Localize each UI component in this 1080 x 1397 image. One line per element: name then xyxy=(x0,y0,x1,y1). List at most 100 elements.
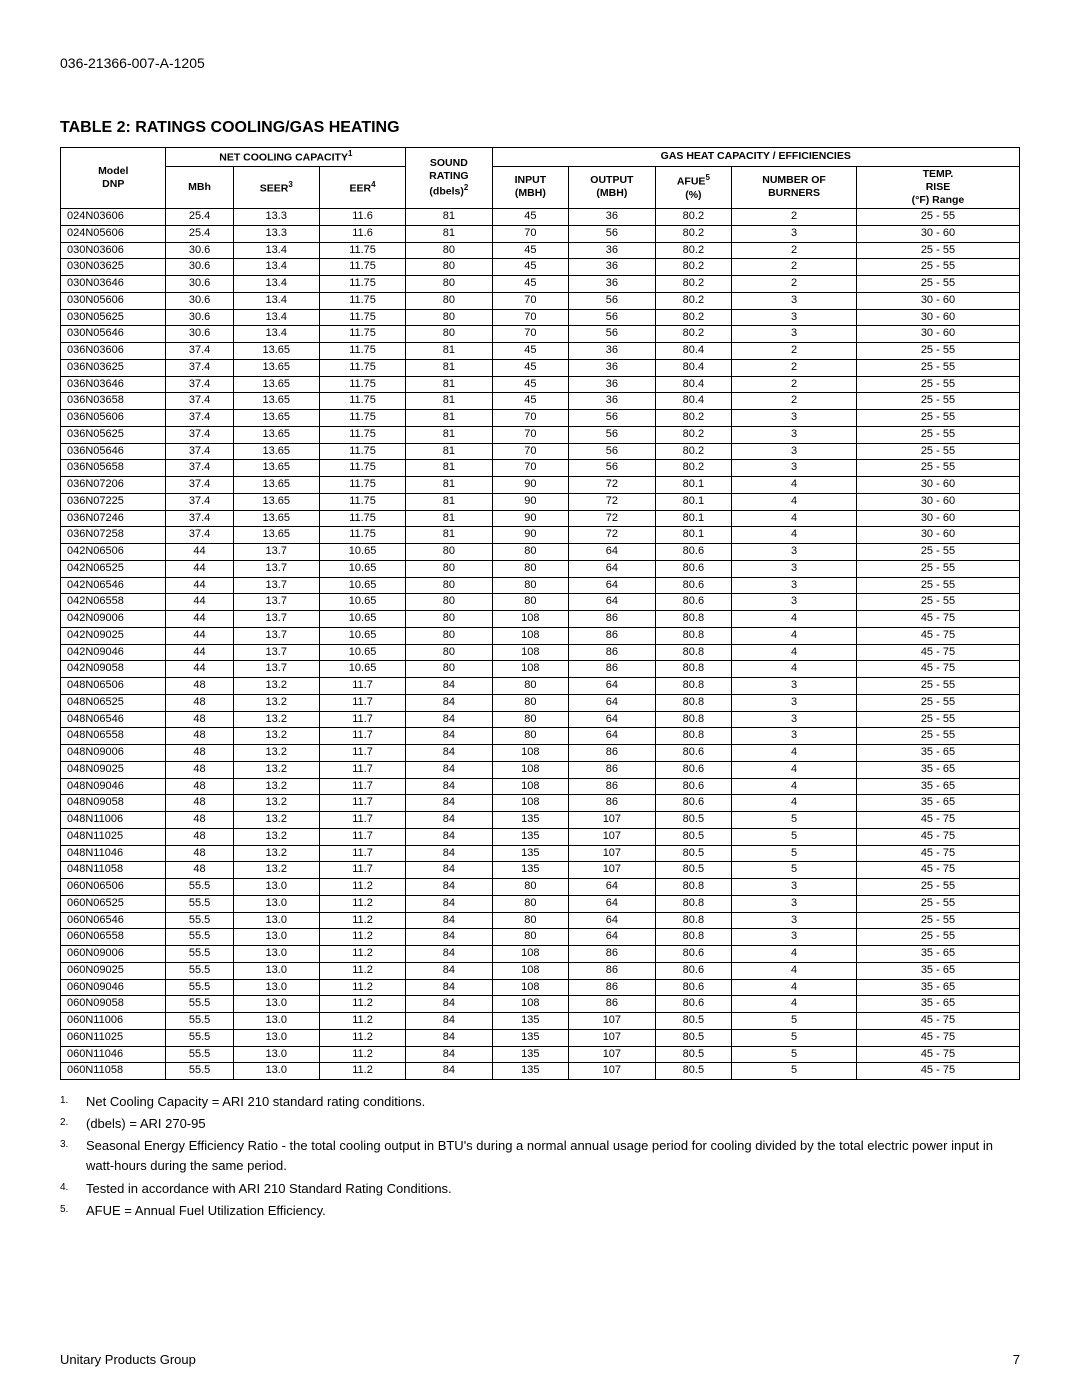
table-cell: 84 xyxy=(406,795,492,812)
table-cell: 80.8 xyxy=(655,879,732,896)
table-cell: 25 - 55 xyxy=(856,728,1019,745)
table-cell: 4 xyxy=(732,477,857,494)
table-cell: 84 xyxy=(406,996,492,1013)
table-cell: 86 xyxy=(569,996,655,1013)
table-cell: 45 - 75 xyxy=(856,1013,1019,1030)
table-row: 030N0362530.613.411.7580453680.2225 - 55 xyxy=(61,259,1020,276)
table-cell: 84 xyxy=(406,979,492,996)
table-cell: 72 xyxy=(569,493,655,510)
table-cell: 2 xyxy=(732,376,857,393)
table-cell: 70 xyxy=(492,225,569,242)
table-cell: 48 xyxy=(166,812,233,829)
table-cell: 56 xyxy=(569,426,655,443)
table-cell: 2 xyxy=(732,393,857,410)
table-cell: 36 xyxy=(569,393,655,410)
table-cell: 37.4 xyxy=(166,393,233,410)
table-cell: 030N05646 xyxy=(61,326,166,343)
table-cell: 030N05606 xyxy=(61,292,166,309)
table-cell: 80.6 xyxy=(655,778,732,795)
table-cell: 81 xyxy=(406,410,492,427)
table-cell: 80 xyxy=(406,276,492,293)
table-cell: 84 xyxy=(406,761,492,778)
table-cell: 37.4 xyxy=(166,493,233,510)
table-cell: 25 - 55 xyxy=(856,259,1019,276)
table-cell: 13.0 xyxy=(233,879,319,896)
table-row: 036N0725837.413.6511.7581907280.1430 - 6… xyxy=(61,527,1020,544)
table-cell: 35 - 65 xyxy=(856,778,1019,795)
table-cell: 80 xyxy=(492,560,569,577)
table-cell: 25.4 xyxy=(166,225,233,242)
table-cell: 036N05646 xyxy=(61,443,166,460)
table-cell: 64 xyxy=(569,544,655,561)
table-cell: 13.7 xyxy=(233,544,319,561)
table-cell: 11.2 xyxy=(319,1063,405,1080)
table-cell: 37.4 xyxy=(166,527,233,544)
table-cell: 36 xyxy=(569,209,655,226)
table-cell: 56 xyxy=(569,443,655,460)
col-burners: Number of Burners xyxy=(732,166,857,208)
table-cell: 4 xyxy=(732,996,857,1013)
table-cell: 108 xyxy=(492,996,569,1013)
table-cell: 35 - 65 xyxy=(856,745,1019,762)
table-cell: 135 xyxy=(492,1046,569,1063)
table-cell: 81 xyxy=(406,527,492,544)
table-cell: 45 - 75 xyxy=(856,1063,1019,1080)
table-cell: 70 xyxy=(492,292,569,309)
table-cell: 84 xyxy=(406,1046,492,1063)
table-cell: 5 xyxy=(732,828,857,845)
table-cell: 4 xyxy=(732,644,857,661)
table-cell: 25 - 55 xyxy=(856,359,1019,376)
footnote-num: 4. xyxy=(60,1179,86,1199)
table-cell: 107 xyxy=(569,828,655,845)
table-cell: 108 xyxy=(492,627,569,644)
table-cell: 107 xyxy=(569,1029,655,1046)
table-cell: 80.1 xyxy=(655,493,732,510)
footnote-text: AFUE = Annual Fuel Utilization Efficienc… xyxy=(86,1201,1020,1221)
table-cell: 5 xyxy=(732,1013,857,1030)
table-cell: 13.4 xyxy=(233,242,319,259)
footnote: 3.Seasonal Energy Efficiency Ratio - the… xyxy=(60,1136,1020,1176)
table-cell: 3 xyxy=(732,560,857,577)
table-cell: 64 xyxy=(569,728,655,745)
table-cell: 80.6 xyxy=(655,979,732,996)
table-row: 036N0720637.413.6511.7581907280.1430 - 6… xyxy=(61,477,1020,494)
table-cell: 3 xyxy=(732,426,857,443)
table-cell: 5 xyxy=(732,1029,857,1046)
table-cell: 36 xyxy=(569,376,655,393)
table-row: 060N0900655.513.011.2841088680.6435 - 65 xyxy=(61,946,1020,963)
table-cell: 11.2 xyxy=(319,946,405,963)
table-cell: 036N03646 xyxy=(61,376,166,393)
table-cell: 11.6 xyxy=(319,209,405,226)
col-output: Output (MBH) xyxy=(569,166,655,208)
table-row: 060N0652555.513.011.284806480.8325 - 55 xyxy=(61,895,1020,912)
table-cell: 86 xyxy=(569,962,655,979)
table-cell: 3 xyxy=(732,443,857,460)
table-cell: 11.75 xyxy=(319,426,405,443)
table-row: 042N090064413.710.65801088680.8445 - 75 xyxy=(61,611,1020,628)
table-cell: 84 xyxy=(406,812,492,829)
table-cell: 80.5 xyxy=(655,862,732,879)
footnote: 2.(dbels) = ARI 270-95 xyxy=(60,1114,1020,1134)
table-cell: 10.65 xyxy=(319,644,405,661)
table-cell: 11.75 xyxy=(319,292,405,309)
table-cell: 80 xyxy=(406,627,492,644)
table-row: 060N1104655.513.011.28413510780.5545 - 7… xyxy=(61,1046,1020,1063)
table-row: 048N090584813.211.7841088680.6435 - 65 xyxy=(61,795,1020,812)
table-cell: 84 xyxy=(406,929,492,946)
table-cell: 80.8 xyxy=(655,678,732,695)
table-cell: 13.65 xyxy=(233,477,319,494)
table-cell: 30.6 xyxy=(166,292,233,309)
table-cell: 25 - 55 xyxy=(856,594,1019,611)
table-cell: 042N06558 xyxy=(61,594,166,611)
table-cell: 30 - 60 xyxy=(856,493,1019,510)
footnote: 4.Tested in accordance with ARI 210 Stan… xyxy=(60,1179,1020,1199)
table-cell: 37.4 xyxy=(166,477,233,494)
footer-left: Unitary Products Group xyxy=(60,1352,196,1367)
table-cell: 3 xyxy=(732,460,857,477)
table-row: 060N0650655.513.011.284806480.8325 - 55 xyxy=(61,879,1020,896)
table-cell: 13.65 xyxy=(233,527,319,544)
table-cell: 13.0 xyxy=(233,1013,319,1030)
table-cell: 108 xyxy=(492,761,569,778)
table-cell: 060N11058 xyxy=(61,1063,166,1080)
table-cell: 55.5 xyxy=(166,1013,233,1030)
